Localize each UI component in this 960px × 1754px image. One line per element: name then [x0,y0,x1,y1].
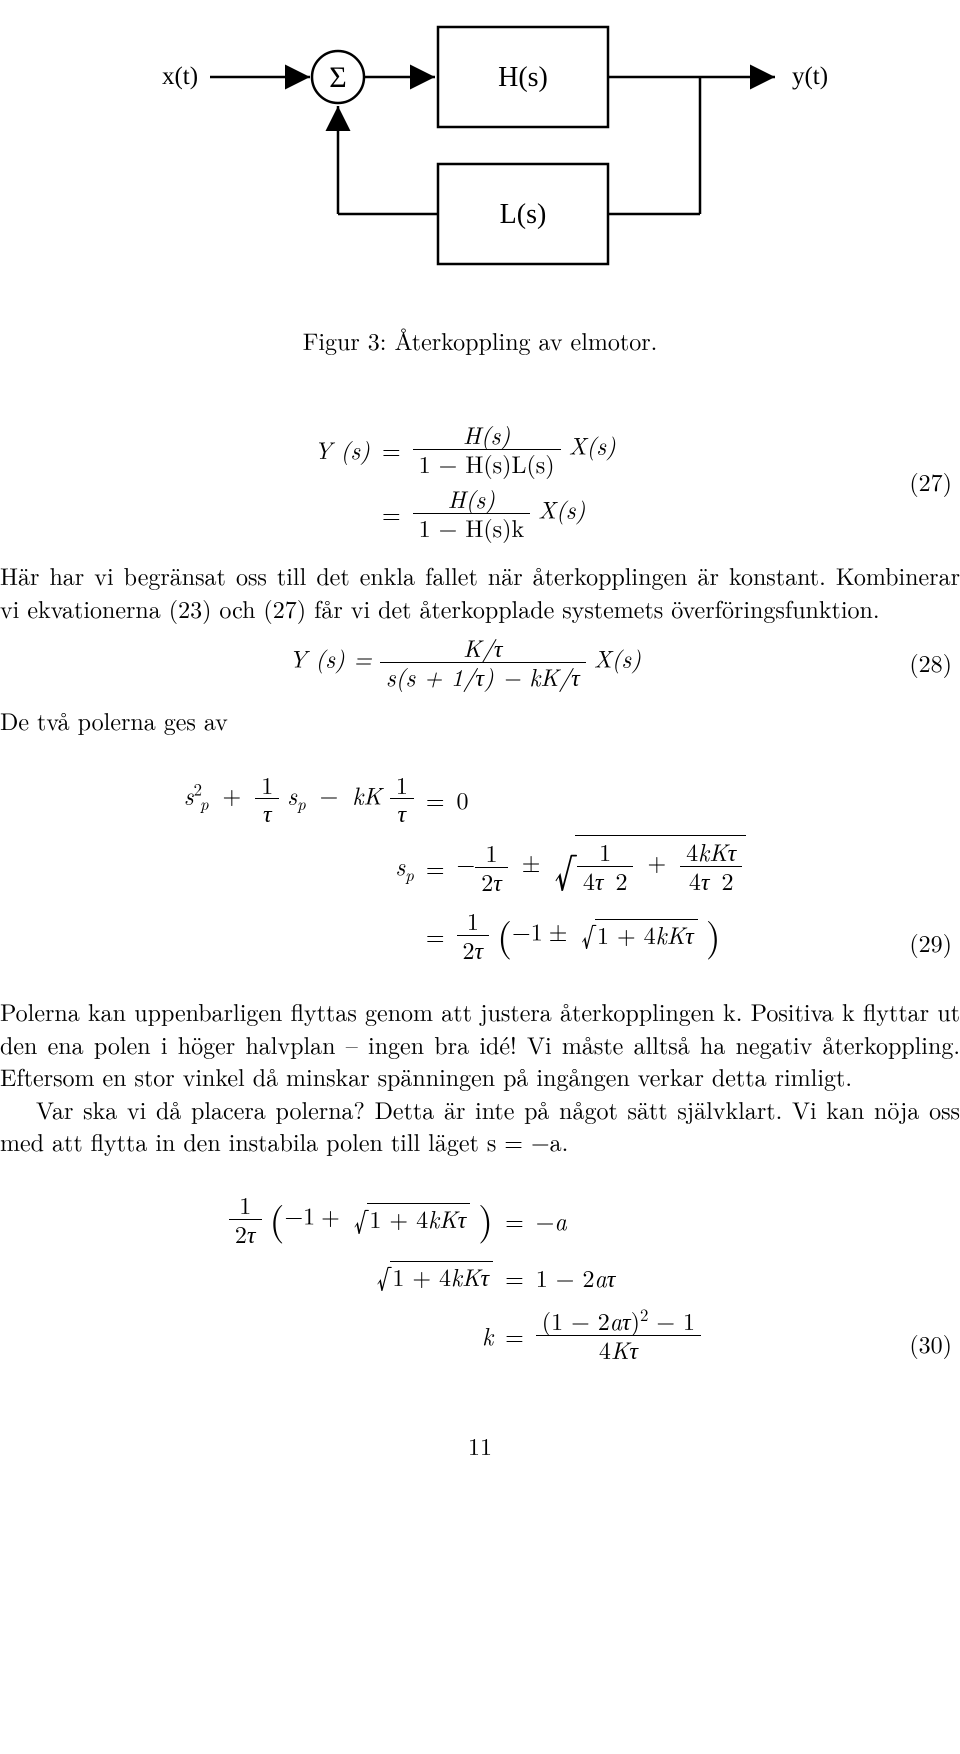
y-label: y(t) [792,63,828,90]
figure-caption: Figur 3: Återkoppling av elmotor. [0,323,960,357]
x-label: x(t) [162,63,198,90]
block-diagram-container: x(t) Σ H(s) y(t) L(s) [0,24,960,299]
eq27-number: (27) [909,464,952,498]
eq27-r2-den: 1 − H(s)k [419,510,524,544]
intertext-poles: De två polerna ges av [0,704,960,736]
page-number: 11 [0,1428,960,1482]
feedback-block-diagram: x(t) Σ H(s) y(t) L(s) [120,24,840,294]
equation-28: Y (s) = K/τ s(s + 1/τ) − kK/τ X(s) (28) [0,634,960,690]
eq30-number: (30) [909,1326,952,1360]
paragraph-2: Polerna kan uppenbarligen flyttas genom … [0,995,960,1092]
eq27-r1-tail: X(s) [569,427,616,461]
eq28-lhs: Y (s) = [289,640,372,674]
eq28-den: s(s + 1/τ) − kK/τ [386,659,580,693]
equation-30: 12τ (−1+ √1 + 4kKτ ) = −a √1 + 4kKτ = 1 … [0,1187,960,1367]
eq28-number: (28) [909,645,952,679]
paragraph-3: Var ska vi då placera polerna? Detta är … [0,1093,960,1158]
equation-29: s2p + 1τ sp − kK 1τ = 0 sp = −12τ ± √ [0,767,960,968]
sigma-label: Σ [329,61,346,94]
l-label: L(s) [500,199,547,230]
paragraph-1: Här har vi begränsat oss till det enkla … [0,559,960,624]
eq27-r2-tail: X(s) [538,491,585,525]
paragraph-3-text: Var ska vi då placera polerna? Detta är … [0,1092,960,1158]
h-label: H(s) [498,62,548,93]
equation-27: Y (s) = H(s) 1 − H(s)L(s) X(s) = H(s) 1 … [0,417,960,545]
eq29-number: (29) [909,925,952,959]
eq28-tail: X(s) [594,640,641,674]
eq27-lhs: Y (s) [314,432,370,466]
eq27-r1-den: 1 − H(s)L(s) [419,446,555,480]
page: x(t) Σ H(s) y(t) L(s) Figur 3: Å [0,24,960,1482]
